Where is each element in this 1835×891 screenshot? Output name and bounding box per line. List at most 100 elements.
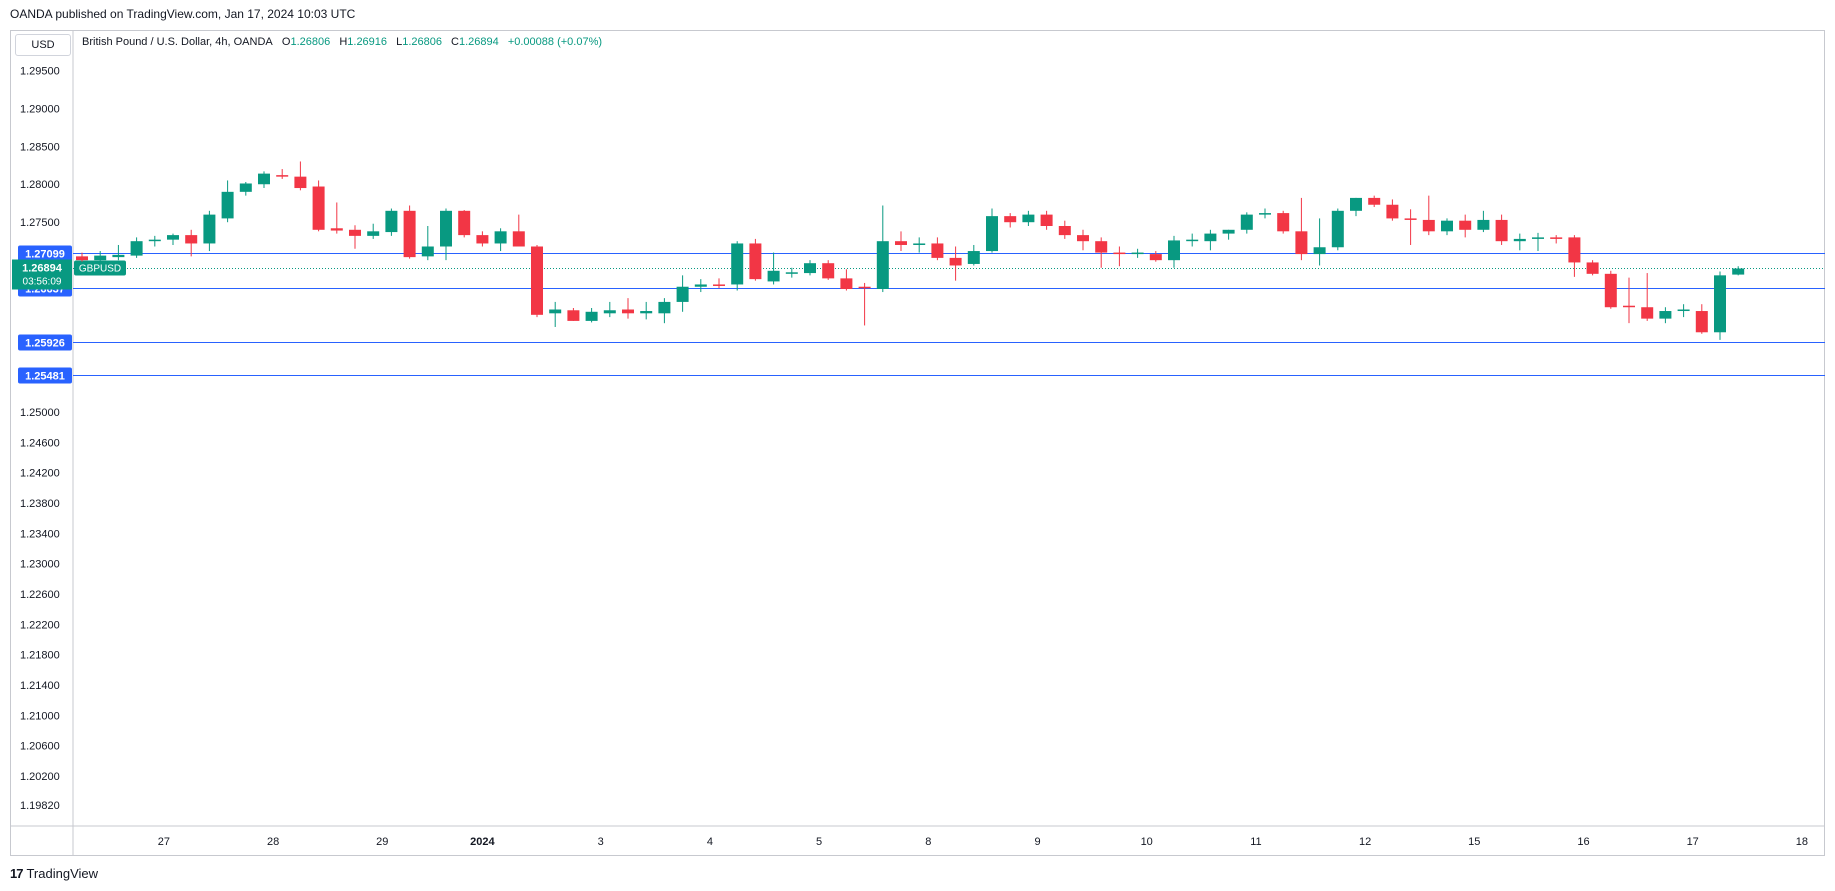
candle-down: [1368, 197, 1381, 205]
x-tick-label: 9: [1034, 836, 1040, 848]
candle-up: [694, 284, 707, 287]
candle-down: [858, 286, 871, 289]
candle-down: [1077, 235, 1089, 242]
y-tick-label: 1.20200: [20, 771, 60, 783]
y-tick-label: 1.24600: [20, 437, 60, 449]
candle-down: [1386, 204, 1399, 219]
x-tick-label: 8: [925, 836, 931, 848]
candle-up: [1350, 197, 1362, 211]
x-tick-label: 18: [1796, 836, 1808, 848]
candle-up: [1714, 275, 1726, 333]
symbol-tag-bg: [74, 260, 126, 276]
y-tick-label: 1.29000: [20, 103, 60, 115]
candle-up: [1131, 252, 1144, 255]
candle-up: [676, 286, 689, 302]
candle-down: [1568, 237, 1581, 263]
x-tick-label: 15: [1468, 836, 1480, 848]
candle-down: [512, 231, 525, 247]
candle-up: [804, 263, 816, 274]
candle-up: [239, 183, 252, 192]
y-tick-label: 1.19820: [20, 800, 60, 812]
y-tick-label: 1.21000: [20, 710, 60, 722]
y-tick-label: 1.29500: [20, 65, 60, 77]
candle-up: [967, 251, 980, 264]
candle-down: [1004, 216, 1017, 223]
candle-down: [1586, 262, 1599, 274]
chart-frame: [10, 30, 1825, 856]
y-tick-label: 1.25000: [20, 407, 60, 419]
y-tick-label: 1.23400: [20, 528, 60, 540]
y-tick-label: 1.21800: [20, 650, 60, 662]
candle-up: [913, 243, 926, 245]
tradingview-logo-icon: 17: [10, 866, 24, 881]
symbol-tag: GBPUSD: [79, 264, 121, 275]
candle-up: [1477, 219, 1490, 230]
candle-down: [1113, 252, 1126, 255]
y-tick-label: 1.23000: [20, 559, 60, 571]
high-label: H: [339, 36, 348, 48]
candle-down: [822, 263, 835, 279]
candle-up: [1532, 237, 1544, 239]
candle-down: [185, 235, 198, 244]
y-tick-label: 1.24200: [20, 468, 60, 480]
candle-down: [1040, 214, 1053, 226]
candle-up: [1659, 311, 1672, 319]
candle-down: [1604, 273, 1617, 308]
candle-down: [1095, 241, 1108, 253]
x-tick-label: 2024: [470, 836, 495, 848]
candle-down: [567, 310, 580, 321]
candle-up: [367, 231, 380, 236]
candle-down: [294, 176, 307, 189]
candle-down: [1404, 218, 1417, 220]
close-label: C: [451, 36, 459, 48]
x-tick-label: 5: [816, 836, 822, 848]
candle-down: [895, 241, 907, 245]
open-label: O: [281, 36, 291, 48]
candle-down: [330, 228, 343, 231]
x-tick-label: 4: [707, 836, 713, 848]
close-value: 1.26894: [459, 36, 499, 48]
candle-down: [403, 210, 416, 258]
candle-down: [713, 284, 725, 286]
candle-up: [167, 235, 179, 240]
candle-down: [458, 210, 471, 236]
candle-down: [1149, 254, 1162, 261]
low-label: L: [396, 36, 403, 48]
candle-down: [1459, 220, 1472, 230]
current-price-label-bg: [12, 259, 72, 290]
y-tick-label: 1.27500: [20, 217, 60, 229]
candle-up: [876, 241, 889, 290]
symbol-legend: British Pound / U.S. Dollar, 4h, OANDA O…: [82, 36, 608, 48]
candle-up: [385, 210, 398, 233]
level-label-bg: [18, 245, 72, 262]
candle-up: [1331, 210, 1344, 248]
candle-down: [476, 235, 489, 244]
x-tick-label: 10: [1141, 836, 1153, 848]
candle-up: [986, 216, 998, 252]
candle-up: [1204, 233, 1217, 242]
x-tick-label: 16: [1577, 836, 1589, 848]
open-value: 1.26806: [290, 36, 331, 48]
candle-up: [258, 173, 270, 185]
candle-down: [276, 175, 289, 177]
candle-up: [549, 309, 562, 314]
tradingview-brand[interactable]: 17 TradingView: [10, 866, 98, 881]
candle-up: [1513, 238, 1526, 242]
currency-selector[interactable]: USD: [15, 34, 71, 56]
candle-up: [731, 243, 744, 285]
x-tick-label: 17: [1687, 836, 1699, 848]
candle-down: [840, 278, 853, 290]
candle-down: [531, 246, 543, 315]
change-value: +0.00088 (+0.07%): [507, 36, 603, 48]
x-tick-label: 27: [158, 836, 170, 848]
candle-up: [1313, 247, 1326, 255]
brand-name: TradingView: [26, 866, 99, 881]
candle-down: [749, 243, 762, 280]
y-tick-label: 1.23800: [20, 498, 60, 510]
candle-down: [949, 257, 962, 266]
level-label-bg: [18, 367, 72, 384]
candle-up: [130, 241, 143, 256]
y-tick-label: 1.22600: [20, 589, 60, 601]
x-tick-label: 11: [1250, 836, 1261, 848]
